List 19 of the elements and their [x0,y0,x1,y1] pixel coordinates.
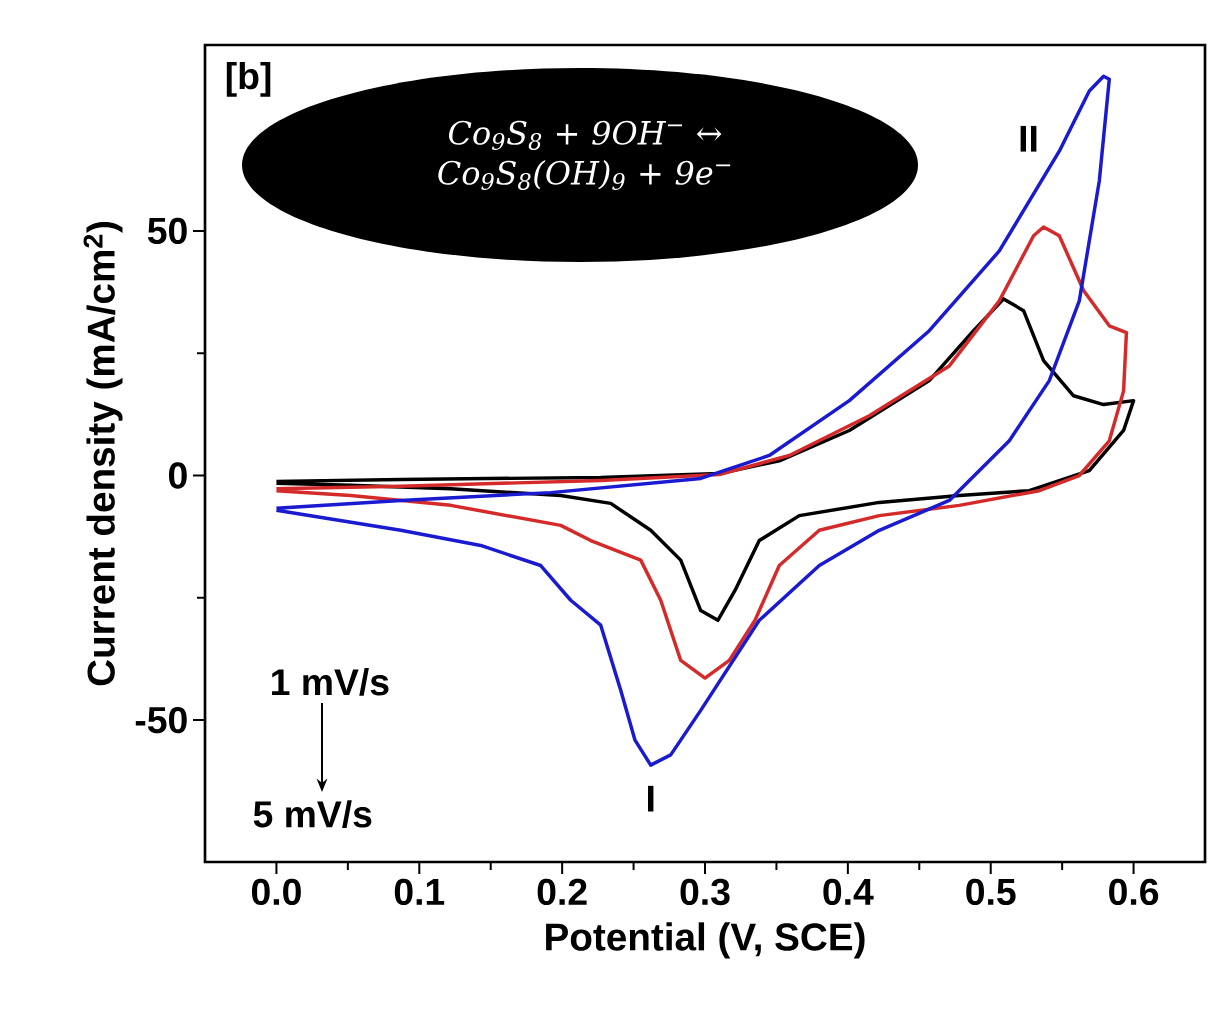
y-tick-label: 50 [147,217,187,245]
annotation: 1 mV/s [272,668,389,696]
annotation: 5 mV/s [253,800,372,828]
x-axis-title: Potential (V, SCE) [546,922,865,959]
y-axis-title: Current density (mA/cm$^{2}$) [83,221,123,686]
y-tick-label: -50 [135,706,187,734]
y-tick-label: 0 [169,462,187,489]
x-tick-label: 0.3 [680,878,730,906]
text: Co$_{9}$S$_{8}$ + 9OH$^{−}$ ↔ Co$_{9}$S$_{8}$(OH)$_{9}$ + 9e$^{−}$ [438,120,731,190]
line-series [274,74,1112,767]
x-tick-label: 0.0 [251,878,301,906]
x-tick-label: 0.5 [966,878,1016,906]
annotation: II [1020,125,1037,152]
x-tick-label: 0.2 [537,878,587,906]
x-tick-label: 0.4 [823,878,874,906]
x-tick-label: 0.6 [1109,878,1159,906]
x-tick-label: 0.1 [394,878,445,906]
annotation: I [648,785,654,812]
annotation: [b] [226,61,271,97]
